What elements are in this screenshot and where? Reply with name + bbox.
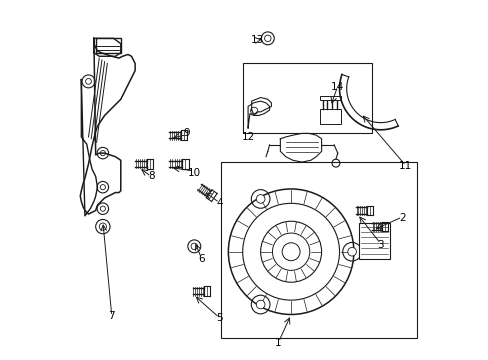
Text: 6: 6 [198, 254, 204, 264]
Bar [359, 223, 389, 259]
Bar [319, 96, 341, 100]
Circle shape [256, 300, 264, 309]
Text: 14: 14 [330, 82, 344, 92]
Text: 3: 3 [377, 239, 383, 249]
Text: 1: 1 [275, 338, 281, 348]
Bar [319, 109, 341, 125]
Text: 8: 8 [148, 171, 154, 181]
Text: 13: 13 [250, 35, 263, 45]
Text: 9: 9 [183, 129, 190, 138]
Bar [242, 63, 371, 134]
Text: 2: 2 [398, 213, 405, 222]
Text: 4: 4 [216, 198, 222, 208]
Circle shape [347, 247, 356, 256]
Bar [221, 162, 416, 338]
Circle shape [256, 195, 264, 203]
Text: 11: 11 [398, 161, 412, 171]
Text: 10: 10 [187, 168, 201, 178]
Text: 7: 7 [108, 311, 115, 321]
Text: 5: 5 [216, 313, 222, 323]
Text: 12: 12 [241, 132, 254, 142]
